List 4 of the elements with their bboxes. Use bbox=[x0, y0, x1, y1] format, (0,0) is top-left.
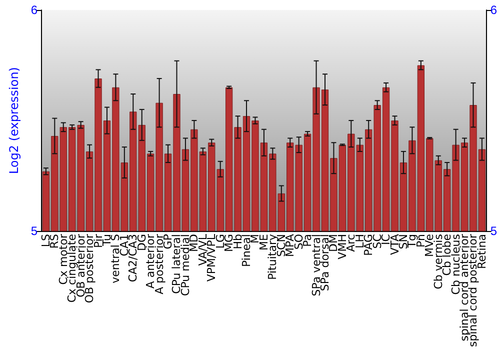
y-axis-title: Log2 (expression) bbox=[7, 67, 21, 174]
y2-tick-label: 6 bbox=[490, 3, 498, 17]
y2-tick-label: 5 bbox=[490, 224, 498, 238]
x-tick-label: OB posterior bbox=[83, 234, 96, 304]
